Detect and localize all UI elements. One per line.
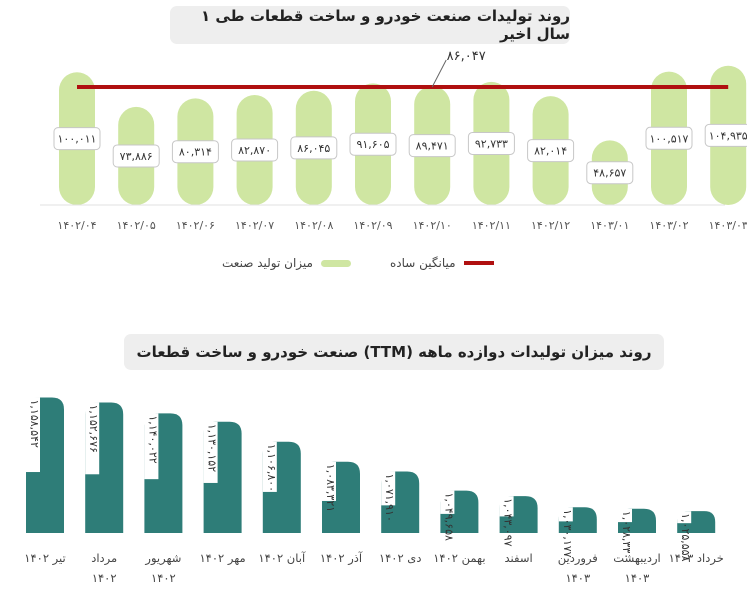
legend-average-swatch xyxy=(463,261,494,265)
chart2-data-label: ۱,۰۷۱,۹۱۰ xyxy=(383,474,396,522)
chart1-data-label-box xyxy=(290,136,338,160)
chart2-tick-label: بهمن ۱۴۰۲ xyxy=(433,551,485,566)
chart2-data-label: ۱,۰۴۳,۰۹۷ xyxy=(502,498,515,546)
chart1-plot: ۱۴۰۲/۰۴ ۱۰۰,۰۱۱ ۱۴۰۲/۰۵ ۷۳,۸۸۶ ۱۴۰۲/۰۶ ۸۰,۳۱۴… xyxy=(40,49,747,232)
chart2-tick-label: اردیبهشت xyxy=(613,551,660,566)
chart2-bar-notch xyxy=(85,402,100,475)
legend-production-label: میزان تولید صنعت xyxy=(222,256,313,270)
chart2-tick-label: مهر ۱۴۰۲ xyxy=(200,551,246,566)
chart2-bar-notch xyxy=(677,511,692,524)
chart1-tick-label: ۱۴۰۳/۰۲ xyxy=(649,219,688,232)
legend-average-label: میانگین ساده xyxy=(390,256,456,270)
chart2-data-label: ۱,۰۸۳,۳۲۱ xyxy=(324,464,337,512)
chart2-bar-notch xyxy=(558,507,573,522)
chart1-data-label: ۴۸,۶۵۷ xyxy=(593,167,626,180)
chart2-bar-notch xyxy=(26,397,40,473)
chart1-data-label-box xyxy=(112,144,160,168)
chart1-data-label: ۸۲,۸۷۰ xyxy=(238,144,271,157)
chart1-data-label: ۸۲,۰۱۴ xyxy=(534,145,567,158)
chart2-title: روند میزان تولیدات دوازده ماهه (TTM) صنع… xyxy=(124,334,664,370)
chart2-data-label: ۱,۰۴۹,۶۵۸ xyxy=(442,493,455,541)
chart1-tick-label: ۱۴۰۲/۰۷ xyxy=(235,219,274,232)
chart1-data-label-box xyxy=(231,138,279,162)
chart2-tick-label: دی ۱۴۰۲ xyxy=(379,551,422,565)
chart2-data-label: ۱,۰۳۰,۱۷۷ xyxy=(561,509,574,557)
chart1-data-label-box xyxy=(645,126,693,150)
chart1-tick-label: ۱۴۰۲/۱۱ xyxy=(472,219,511,232)
chart2-data-label: ۱,۰۲۸,۳۳۰ xyxy=(620,511,633,559)
chart2-tick-label: مرداد xyxy=(91,551,117,566)
chart2-bar-notch xyxy=(144,413,159,480)
chart2-tick-label: فروردین xyxy=(558,551,598,566)
chart2-data-label: ۱,۱۵۲,۶۷۶ xyxy=(87,405,100,453)
chart1-tick-label: ۱۴۰۲/۰۸ xyxy=(294,219,333,232)
chart1-tick-label: ۱۴۰۲/۰۹ xyxy=(353,219,392,232)
chart1-average-label: ۸۶,۰۴۷ xyxy=(447,49,486,64)
chart1-data-label-box xyxy=(408,134,456,158)
legend-production-swatch xyxy=(320,259,351,267)
chart2-bar-notch xyxy=(322,461,336,501)
chart2-tick-label: آبان ۱۴۰۲ xyxy=(258,551,306,565)
chart2-tick-label: ۱۴۰۳ xyxy=(625,571,650,585)
chart1-data-label-box xyxy=(527,139,575,163)
chart1-data-label: ۸۰,۳۱۴ xyxy=(179,146,212,159)
chart2-bar-notch xyxy=(262,441,277,492)
chart1-tick-label: ۱۴۰۳/۰۳ xyxy=(709,219,747,232)
chart2-data-label: ۱,۱۵۸,۵۴۲ xyxy=(28,400,41,448)
chart2-tick-label: ۱۴۰۳ xyxy=(565,571,590,585)
chart1-tick-label: ۱۴۰۲/۰۵ xyxy=(117,219,156,232)
legend-production: میزان تولید صنعت xyxy=(222,256,351,270)
legend-average: میانگین ساده xyxy=(390,256,494,270)
chart1-data-label: ۸۶,۰۴۵ xyxy=(297,142,330,155)
chart2-tick-label: ۱۴۰۲ xyxy=(151,571,176,585)
chart1-data-label: ۷۳,۸۸۶ xyxy=(120,150,153,163)
chart1-tick-label: ۱۴۰۲/۰۴ xyxy=(57,219,96,232)
chart2-tick-label: ۱۴۰۲ xyxy=(92,571,117,585)
chart1-data-label: ۹۲,۷۳۳ xyxy=(475,137,508,150)
chart2-tick-label: تیر ۱۴۰۲ xyxy=(24,551,65,566)
chart1-data-label: ۹۱,۶۰۵ xyxy=(356,138,389,151)
chart2-data-label: ۱,۱۴۰,۰۲۲ xyxy=(146,415,159,463)
chart1-data-label-box xyxy=(53,127,101,151)
chart2-bar-notch xyxy=(499,496,514,517)
chart1-data-label-box xyxy=(704,123,747,147)
chart2-tick-label: آذر ۱۴۰۲ xyxy=(320,551,363,566)
chart1-data-label-box xyxy=(171,140,219,164)
chart1-data-label: ۱۰۴,۹۳۵ xyxy=(709,129,747,142)
chart1-tick-label: ۱۴۰۲/۱۲ xyxy=(531,219,570,232)
chart1-data-label: ۱۰۰,۵۱۷ xyxy=(650,132,689,145)
chart1-data-label: ۱۰۰,۰۱۱ xyxy=(58,133,97,146)
chart1-title: روند تولیدات صنعت خودرو و ساخت قطعات طی … xyxy=(170,6,570,44)
chart2-data-label: ۱,۱۰۶,۸۰۰ xyxy=(265,444,278,492)
chart2-data-label: ۱,۰۲۵,۵۵۸ xyxy=(679,513,692,561)
chart2-bar-notch xyxy=(440,490,455,514)
chart2-tick-label: خرداد ۱۴۰۳ xyxy=(669,551,724,566)
chart1-data-label-box xyxy=(349,132,397,156)
chart1-average-leader xyxy=(431,59,447,88)
chart1-tick-label: ۱۴۰۲/۰۶ xyxy=(176,219,215,232)
chart1-data-label-box xyxy=(586,161,634,185)
chart1-data-label-box xyxy=(467,131,515,155)
chart1-tick-label: ۱۴۰۳/۰۱ xyxy=(590,219,629,232)
chart2-data-label: ۱,۱۳۰,۱۵۲ xyxy=(206,424,219,472)
chart2-tick-label: شهریور xyxy=(144,551,181,566)
chart2-bar-notch xyxy=(618,508,632,523)
chart2-bar-notch xyxy=(203,421,218,483)
chart1-tick-label: ۱۴۰۲/۱۰ xyxy=(413,219,452,232)
chart1-data-label: ۸۹,۴۷۱ xyxy=(416,140,449,153)
chart2-bar-notch xyxy=(381,471,396,506)
chart2-tick-label: اسفند xyxy=(505,551,533,565)
